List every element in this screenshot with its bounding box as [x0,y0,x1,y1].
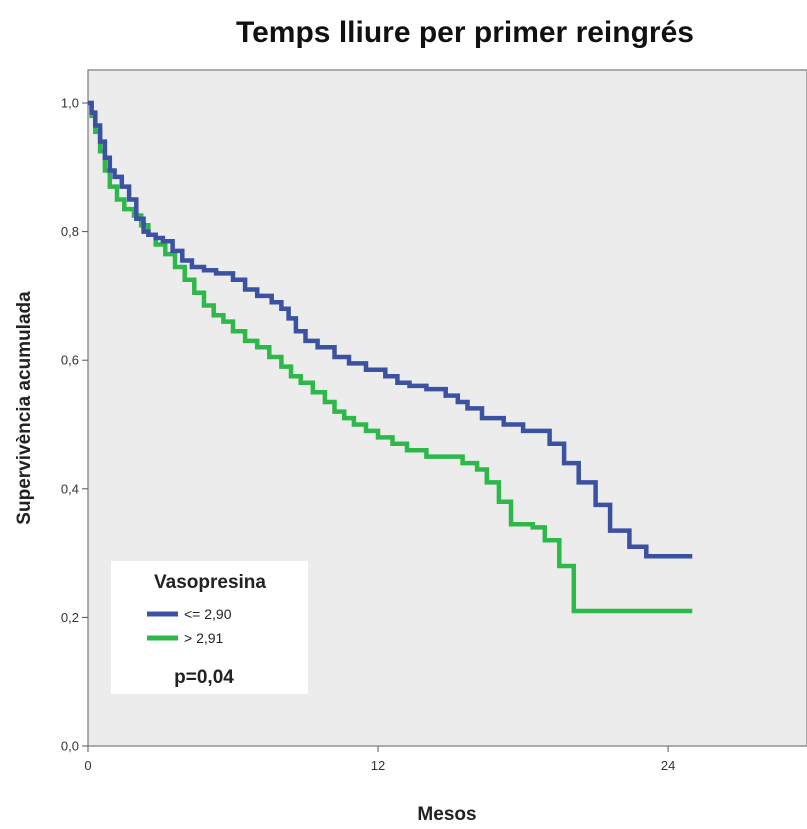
x-axis-title: Mesos [417,804,476,825]
y-axis: 0,0 0,2 0,4 0,6 0,8 1,0 [61,96,88,754]
y-tick-label: 0,2 [61,610,79,625]
legend-box [111,561,308,694]
x-tick-label: 24 [661,758,675,773]
series-line-le-2-90 [88,100,693,559]
y-tick-label: 0,0 [61,739,79,754]
y-tick-label: 0,6 [61,353,79,368]
series-line-gt-2-91 [88,100,693,614]
chart-title: Temps lliure per primer reingrés [236,16,694,49]
series-layer [88,100,693,614]
p-value-annotation: p=0,04 [174,667,234,688]
legend: Vasopresina <= 2,90 > 2,91 p=0,04 [111,561,308,694]
y-tick-label: 0,8 [61,224,79,239]
legend-label-le-2-90: <= 2,90 [184,606,232,622]
x-axis: 0 12 24 [84,746,675,773]
y-tick-label: 1,0 [61,96,79,111]
y-axis-title: Supervivència acumulada [14,291,35,525]
legend-label-gt-2-91: > 2,91 [184,630,224,646]
x-tick-label: 12 [371,758,385,773]
y-tick-label: 0,4 [61,481,79,496]
x-tick-label: 0 [84,758,91,773]
legend-title: Vasopresina [154,572,266,593]
